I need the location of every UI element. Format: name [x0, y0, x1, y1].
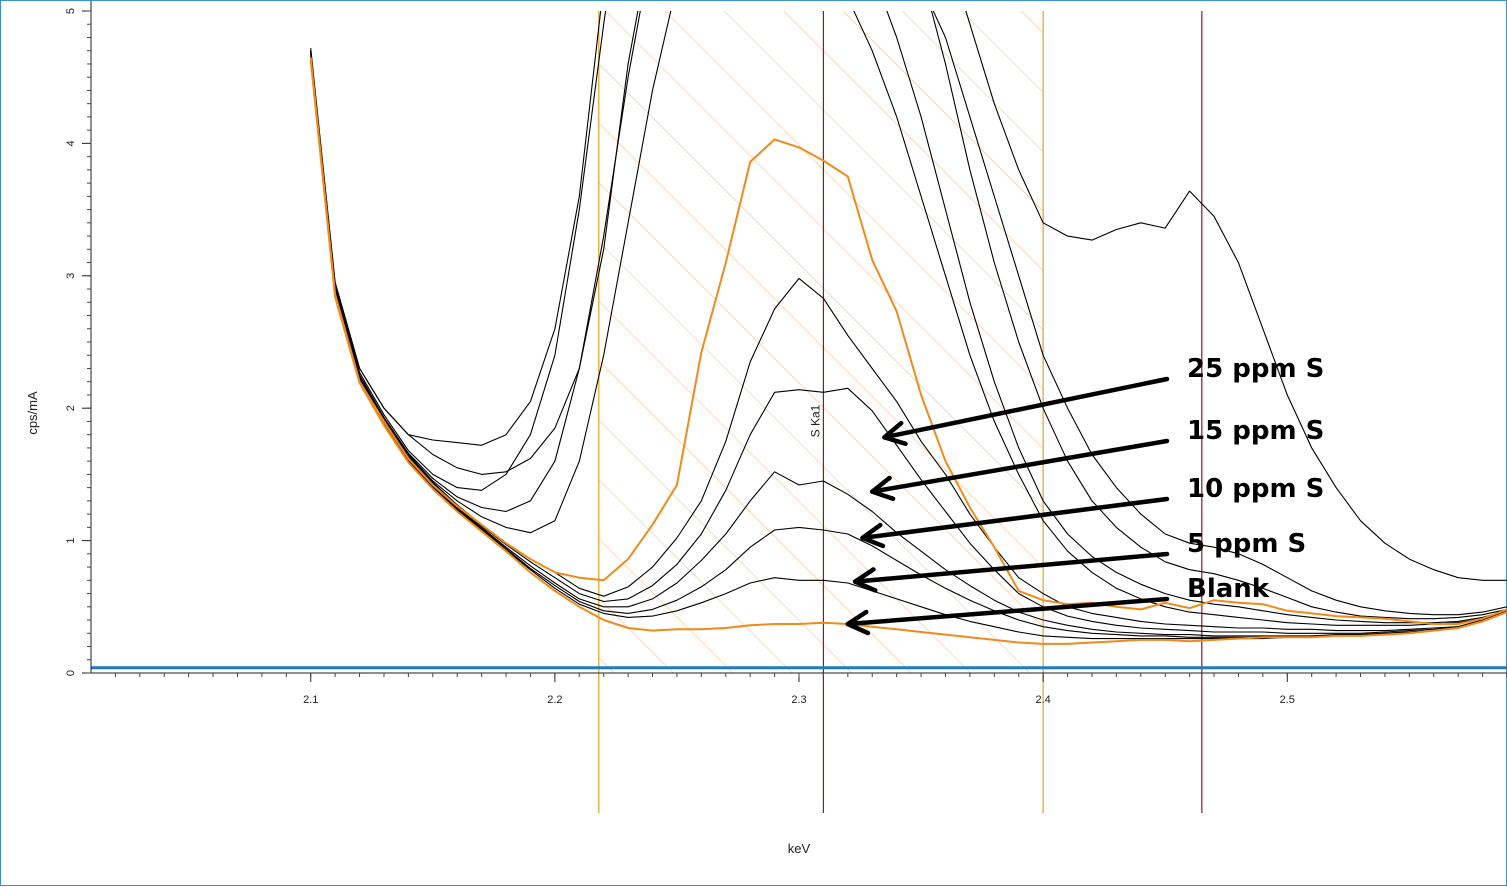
roi-hatch: [598, 11, 1044, 673]
axes: 0 1 2 3 4 5 2.1 2.2 2.3 2.4 2.5: [65, 1, 1507, 706]
annotation-label: 15 ppm S: [1187, 416, 1324, 446]
series-line: [310, 53, 1507, 634]
x-tick-label: 2.3: [791, 694, 806, 706]
peak-marker-label: S Ka1: [808, 404, 822, 437]
y-tick-label: 2: [65, 405, 77, 411]
series-line: [310, 11, 1507, 581]
y-tick-label: 0: [65, 670, 77, 676]
annotation-arrowhead: [882, 420, 908, 447]
y-tick-label: 5: [65, 8, 77, 14]
annotation-arrowhead: [860, 522, 886, 549]
annotation-arrowhead: [845, 609, 871, 636]
series-line: [310, 11, 1507, 620]
annotation-arrow: [860, 496, 1170, 541]
annotation-arrow: [869, 438, 1170, 494]
annotation-arrowhead: [869, 475, 896, 501]
annotation-label: 10 ppm S: [1187, 474, 1324, 504]
annotation-label: Blank: [1187, 574, 1270, 604]
x-tick-label: 2.5: [1280, 694, 1295, 706]
y-tick-label: 1: [65, 538, 77, 544]
annotation-arrow: [845, 596, 1170, 627]
x-tick-label: 2.4: [1035, 694, 1050, 706]
annotation-arrow: [852, 551, 1170, 584]
annotation-label: 25 ppm S: [1187, 354, 1324, 384]
series-line: [309, 59, 1507, 645]
peak-markers: S Ka1: [808, 11, 1203, 813]
y-tick-label: 3: [65, 273, 77, 279]
x-tick-label: 2.2: [547, 694, 562, 706]
y-tick-label: 4: [65, 140, 77, 146]
series-line: [310, 11, 1507, 626]
annotation-label: 5 ppm S: [1187, 529, 1306, 559]
roi-region: [598, 11, 1044, 813]
annotation-arrowhead: [852, 567, 878, 593]
series-line: [309, 57, 1507, 625]
x-tick-label: 2.1: [303, 694, 318, 706]
series-line: [310, 11, 1507, 624]
series-group: [91, 11, 1507, 670]
series-line: [310, 57, 1507, 638]
x-axis-label: keV: [788, 841, 811, 856]
y-axis-label: cps/mA: [25, 391, 40, 435]
series-line: [310, 11, 1507, 616]
annotations: 25 ppm S 15 ppm S 10 ppm S 5 ppm S Blank: [845, 354, 1324, 636]
annotation-arrow: [882, 376, 1170, 440]
